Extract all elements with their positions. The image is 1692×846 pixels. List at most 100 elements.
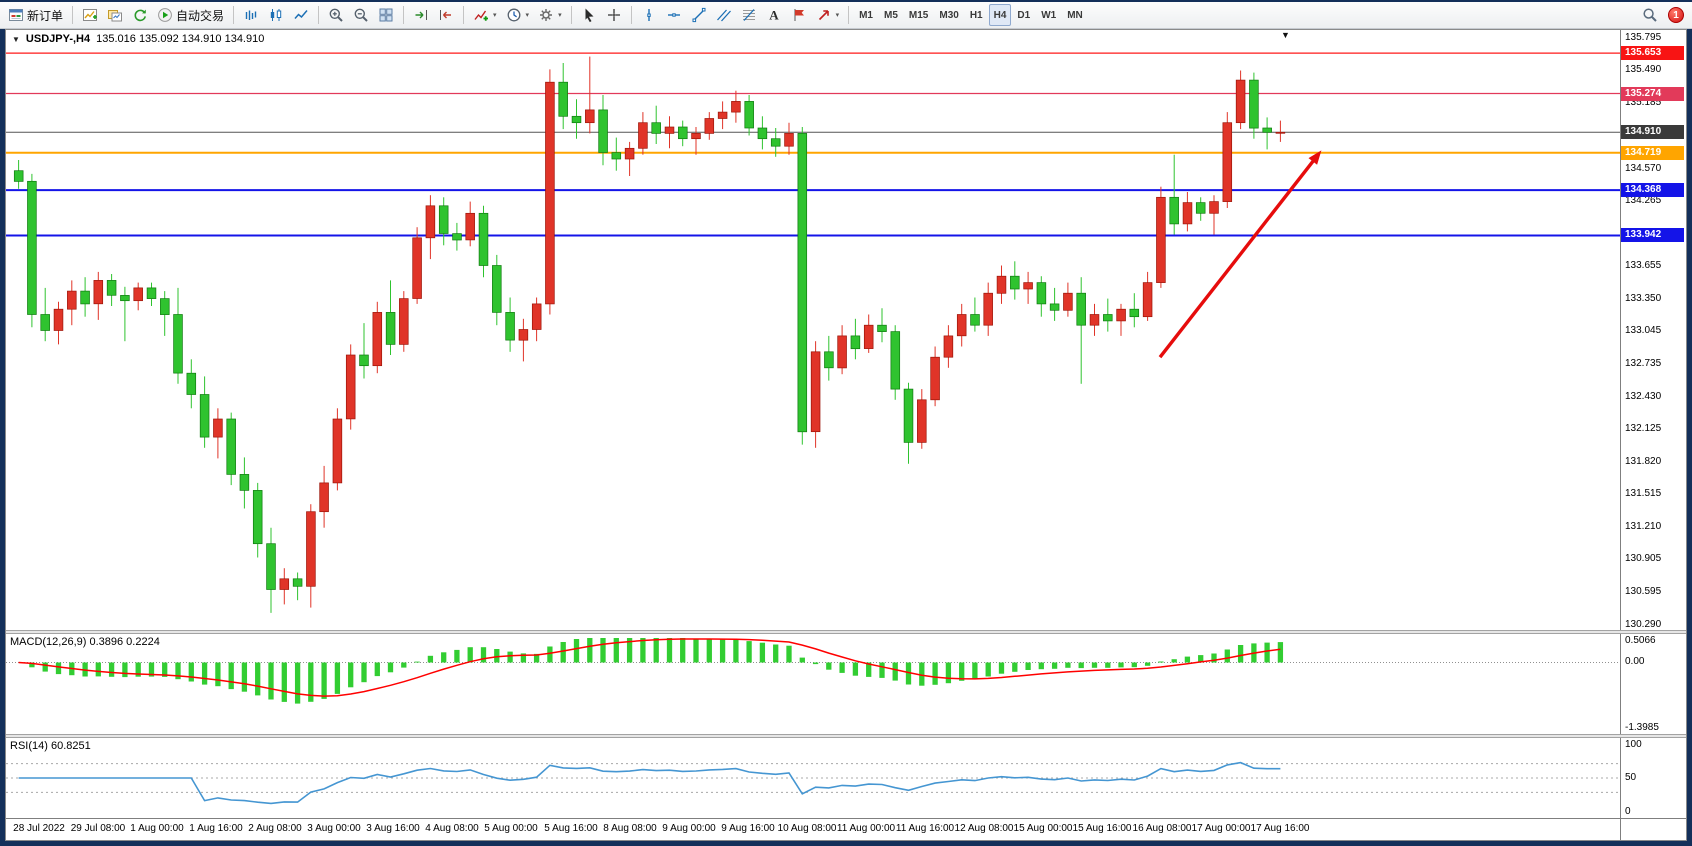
indicators-button[interactable]: ▾ [469, 4, 501, 26]
tf-m5-button[interactable]: M5 [879, 4, 903, 26]
periods-button[interactable]: ▾ [502, 4, 534, 26]
toolbar-separator [848, 6, 850, 24]
caret-down-icon: ▾ [525, 12, 530, 19]
tf-h1-button[interactable]: H1 [965, 4, 988, 26]
tf-mn-button-label: MN [1067, 9, 1083, 21]
rsi-panel: RSI(14) 60.8251 100 50 0 [6, 738, 1686, 818]
time-label: 9 Aug 00:00 [662, 823, 716, 834]
horizontal-line-button[interactable] [662, 4, 686, 26]
tf-m15-button[interactable]: M15 [904, 4, 933, 26]
zoom-out-icon [353, 7, 369, 23]
rsi-axis[interactable]: 100 50 0 [1620, 738, 1686, 818]
macd-scale-min: -1.3985 [1625, 722, 1659, 733]
macd-chart[interactable]: MACD(12,26,9) 0.3896 0.2224 [6, 634, 1620, 734]
price-axis[interactable]: 135.795135.490135.185134.880134.570134.2… [1620, 30, 1686, 630]
templates-button[interactable]: ▾ [534, 4, 566, 26]
tf-d1-button-label: D1 [1017, 9, 1031, 21]
candlestick-chart[interactable]: ▼ USDJPY-,H4 135.016 135.092 134.910 134… [6, 30, 1620, 630]
tf-w1-button[interactable]: W1 [1036, 4, 1061, 26]
crosshair-button[interactable] [602, 4, 626, 26]
new-order-button[interactable]: 新订单 [4, 4, 67, 26]
toolbar-separator [318, 6, 320, 24]
time-label: 8 Aug 08:00 [603, 823, 657, 834]
label-icon [791, 7, 807, 23]
tf-mn-button[interactable]: MN [1062, 4, 1088, 26]
tf-m30-button[interactable]: M30 [934, 4, 963, 26]
rsi-scale-top: 100 [1625, 739, 1642, 750]
price-tick: 132.430 [1625, 391, 1662, 402]
price-tick: 134.570 [1625, 163, 1662, 174]
tf-h4-button[interactable]: H4 [988, 4, 1012, 26]
rsi-chart[interactable]: RSI(14) 60.8251 [6, 738, 1620, 818]
macd-axis[interactable]: 0.5066 0.00 -1.3985 [1620, 634, 1686, 734]
tf-m30-button-label: M30 [939, 9, 959, 21]
price-badge: 134.719 [1621, 146, 1684, 160]
chart-shift-button[interactable] [434, 4, 458, 26]
price-tick: 135.490 [1625, 64, 1662, 75]
tf-m15-button-label: M15 [908, 9, 929, 21]
macd-label: MACD(12,26,9) 0.3896 0.2224 [10, 636, 160, 648]
new-order-button-label: 新订单 [27, 8, 64, 23]
time-label: 10 Aug 08:00 [777, 823, 837, 834]
text-button[interactable]: A [762, 4, 786, 26]
toolbar-separator [233, 6, 235, 24]
candles-icon [268, 7, 284, 23]
notification-badge[interactable]: 1 [1668, 7, 1684, 23]
chart-ohlc: 135.016 135.092 134.910 134.910 [96, 33, 265, 45]
time-label: 4 Aug 08:00 [425, 823, 479, 834]
bars-icon [243, 7, 259, 23]
candlestick-chart-button[interactable] [264, 4, 288, 26]
cursor-button[interactable] [577, 4, 601, 26]
rsi-scale-bottom: 0 [1625, 806, 1631, 817]
panel-splitter[interactable] [6, 630, 1686, 634]
vertical-line-button[interactable] [637, 4, 661, 26]
time-label: 1 Aug 00:00 [130, 823, 184, 834]
time-axis-bar: 28 Jul 2022 29 Jul 08:00 1 Aug 00:00 1 Aug … [6, 818, 1686, 840]
trendline-button[interactable] [687, 4, 711, 26]
zoom-out-button[interactable] [349, 4, 373, 26]
profiles-icon [107, 7, 123, 23]
price-tick: 131.820 [1625, 456, 1662, 467]
chart-symbol-period: USDJPY-,H4 [25, 33, 91, 45]
refresh-button[interactable] [128, 4, 152, 26]
auto-trading-button[interactable]: 自动交易 [153, 4, 228, 26]
channel-button[interactable] [712, 4, 736, 26]
toolbar-buttons: 新订单 自动交易 ▾ ▾ ▾ A ▾ M1 M5 M15 M30 H1 H4 D1 W1 MN [4, 4, 1638, 26]
zoom-in-button[interactable] [324, 4, 348, 26]
svg-text:A: A [769, 8, 779, 23]
tf-m5-button-label: M5 [884, 9, 898, 21]
tf-d1-button[interactable]: D1 [1012, 4, 1035, 26]
toolbar-separator [570, 6, 572, 24]
auto-trading-button-label: 自动交易 [176, 8, 225, 23]
refresh-icon [132, 7, 148, 23]
caret-down-icon: ▾ [493, 12, 497, 19]
macd-scale-zero: 0.00 [1625, 656, 1645, 667]
time-label: 9 Aug 16:00 [721, 823, 775, 834]
arrows-button[interactable]: ▾ [812, 4, 844, 26]
tile-windows-button[interactable] [374, 4, 398, 26]
line-chart-button[interactable] [289, 4, 313, 26]
bar-chart-button[interactable] [239, 4, 263, 26]
time-label: 29 Jul 08:00 [70, 823, 126, 834]
text-label-button[interactable] [787, 4, 811, 26]
price-tick: 133.350 [1625, 293, 1662, 304]
shift-icon [438, 7, 454, 23]
panel-splitter[interactable] [6, 734, 1686, 738]
chart-collapse-icon[interactable]: ▼ [12, 34, 20, 44]
tf-m1-button[interactable]: M1 [854, 4, 878, 26]
zoom-in-icon [328, 7, 344, 23]
search-button[interactable] [1638, 4, 1662, 26]
arrows-icon [816, 7, 832, 23]
fibonacci-button[interactable] [737, 4, 761, 26]
vline-icon [641, 7, 657, 23]
time-label: 1 Aug 16:00 [189, 823, 243, 834]
profiles-button[interactable] [103, 4, 127, 26]
time-label: 15 Aug 00:00 [1013, 823, 1073, 834]
new-chart-button[interactable] [78, 4, 102, 26]
chart-shift-marker-icon[interactable]: ▼ [1281, 30, 1290, 40]
time-axis[interactable]: 28 Jul 2022 29 Jul 08:00 1 Aug 00:00 1 Aug … [6, 819, 1620, 840]
price-badge: 135.274 [1621, 87, 1684, 101]
auto-scroll-button[interactable] [409, 4, 433, 26]
new-chart-icon [82, 7, 98, 23]
fibo-icon [741, 7, 757, 23]
